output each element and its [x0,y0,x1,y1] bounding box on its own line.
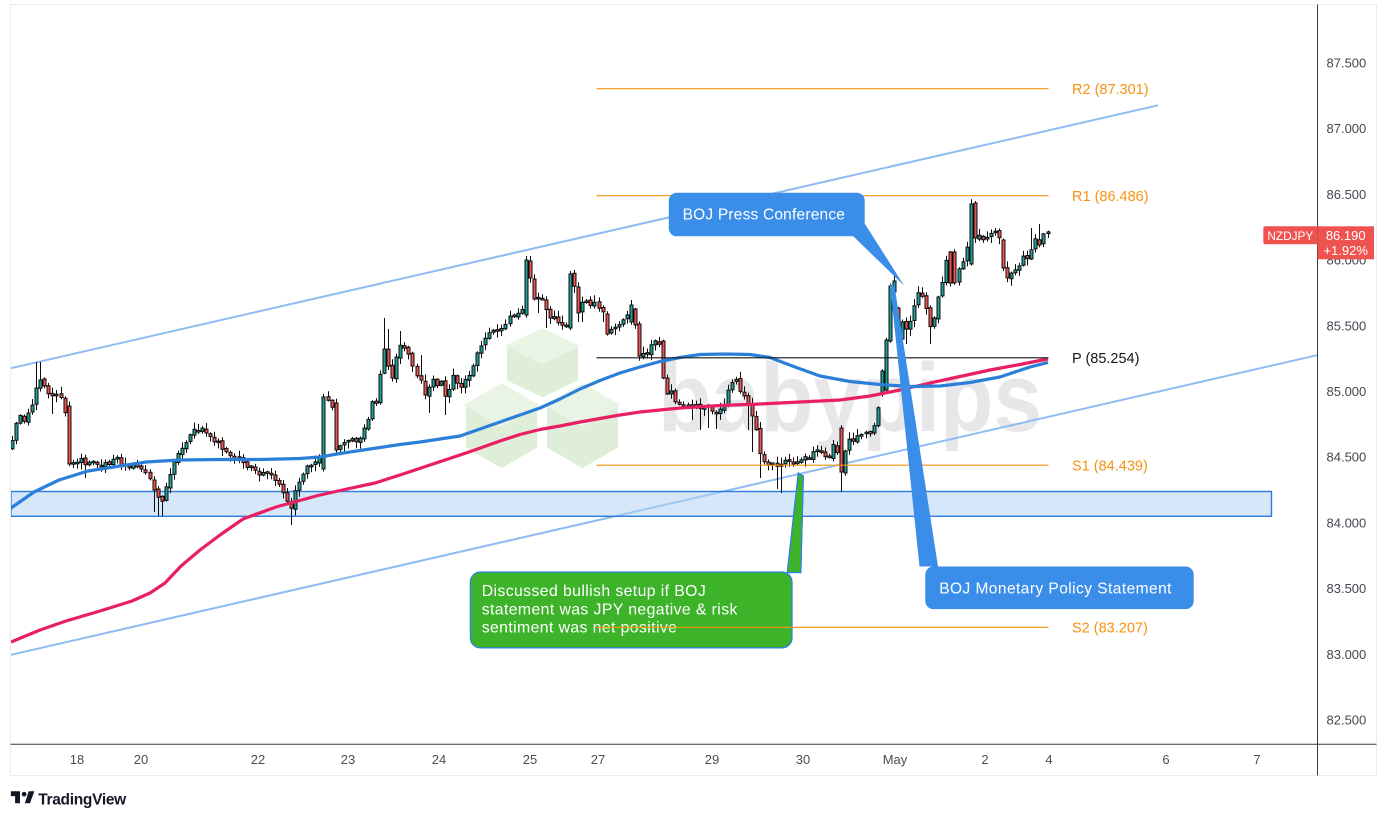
svg-text:27: 27 [591,752,605,767]
svg-text:22: 22 [251,752,265,767]
svg-text:statement was JPY negative & r: statement was JPY negative & risk [482,601,738,618]
svg-text:BOJ Monetary Policy Statement: BOJ Monetary Policy Statement [939,581,1172,598]
svg-text:84.500: 84.500 [1327,450,1367,465]
svg-text:83.000: 83.000 [1327,647,1367,662]
svg-text:86.190: 86.190 [1326,228,1366,243]
svg-text:25: 25 [523,752,537,767]
svg-text:R1 (86.486): R1 (86.486) [1072,189,1149,205]
svg-text:P (85.254): P (85.254) [1072,351,1139,367]
svg-text:R2 (87.301): R2 (87.301) [1072,82,1149,98]
svg-text:83.500: 83.500 [1327,581,1367,596]
svg-text:85.000: 85.000 [1327,384,1367,399]
svg-text:+1.92%: +1.92% [1323,243,1368,258]
svg-text:29: 29 [705,752,719,767]
svg-text:87.500: 87.500 [1327,56,1367,71]
svg-text:BOJ Press Conference: BOJ Press Conference [683,207,846,224]
svg-text:May: May [883,752,908,767]
svg-text:TradingView: TradingView [38,791,127,808]
svg-text:20: 20 [134,752,148,767]
svg-text:85.500: 85.500 [1327,318,1367,333]
svg-text:84.000: 84.000 [1327,515,1367,530]
svg-text:S2 (83.207): S2 (83.207) [1072,621,1148,637]
svg-text:4: 4 [1045,752,1052,767]
svg-text:Discussed bullish setup if BOJ: Discussed bullish setup if BOJ [482,583,706,600]
svg-text:30: 30 [796,752,810,767]
svg-text:S1 (84.439): S1 (84.439) [1072,459,1148,475]
svg-text:6: 6 [1162,752,1169,767]
svg-text:NZDJPY: NZDJPY [1267,229,1313,243]
svg-text:86.500: 86.500 [1327,187,1367,202]
svg-text:24: 24 [432,752,446,767]
svg-text:87.000: 87.000 [1327,121,1367,136]
svg-text:2: 2 [981,752,988,767]
svg-text:sentiment was net positive: sentiment was net positive [482,620,678,637]
svg-text:18: 18 [70,752,84,767]
svg-text:82.500: 82.500 [1327,713,1367,728]
svg-text:23: 23 [341,752,355,767]
svg-text:7: 7 [1253,752,1260,767]
